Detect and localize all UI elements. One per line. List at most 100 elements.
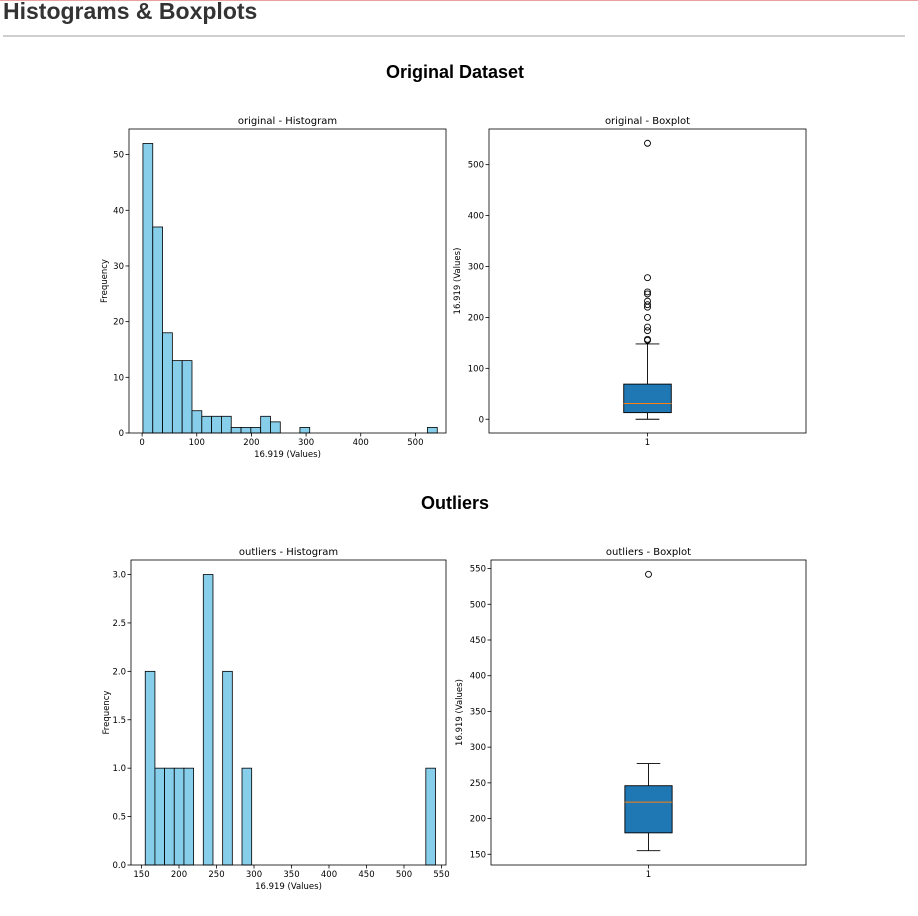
chart2-ytick-label: 0	[479, 415, 484, 425]
chart3-xtick-label: 150	[133, 870, 149, 880]
chart3-bar	[183, 767, 195, 866]
chart4-ytick-label: 300	[470, 743, 486, 753]
chart1-bar	[240, 427, 252, 434]
chart1-ytick-label: 20	[113, 318, 124, 328]
chart1-ytick-label: 50	[113, 151, 124, 161]
chart3-ytick-label: 0.0	[112, 861, 126, 871]
chart2-ylabel: 16.919 (Values)	[453, 248, 463, 315]
page-title: Histograms & Boxplots	[3, 0, 258, 24]
chart1-xtick-label: 100	[189, 438, 205, 448]
chart1-ytick-label: 40	[113, 206, 124, 216]
chart2-xtick-label: 1	[645, 438, 650, 448]
chart4-title: outliers - Boxplot	[606, 547, 691, 558]
chart3-xlabel: 16.919 (Values)	[255, 882, 322, 892]
chart1-bar	[152, 226, 163, 434]
chart4-ytick-label: 150	[470, 850, 486, 860]
chart1-bar	[211, 415, 222, 434]
chart3-title: outliers - Histogram	[239, 547, 338, 558]
chart4-ytick-label: 400	[470, 672, 486, 682]
chart3-bar	[425, 767, 436, 866]
chart1-title: original - Histogram	[238, 116, 337, 127]
chart1-xlabel: 16.919 (Values)	[254, 450, 321, 460]
chart1-bar	[221, 415, 232, 434]
chart2-title: original - Boxplot	[605, 116, 690, 127]
chart1-ytick-label: 30	[113, 262, 124, 272]
chart1-ytick-label: 0	[119, 429, 124, 439]
chart4-ytick-label: 350	[470, 707, 486, 717]
chart3-xtick-label: 350	[283, 870, 299, 880]
chart3-ytick-label: 1.0	[112, 764, 126, 774]
chart1-ylabel: Frequency	[100, 259, 110, 303]
chart3-ytick-label: 2.5	[112, 619, 126, 629]
chart1-bar	[142, 143, 154, 434]
chart3-xtick-label: 450	[358, 870, 374, 880]
chart3-xtick-label: 250	[208, 870, 224, 880]
chart4-ytick-label: 200	[470, 815, 486, 825]
chart3-xtick-label: 550	[433, 870, 449, 880]
chart2-ytick-label: 200	[468, 313, 484, 323]
chart4-ytick-label: 250	[470, 779, 486, 789]
chart1-xtick-label: 400	[353, 438, 369, 448]
chart2-outlier	[644, 313, 651, 321]
chart1-bar	[171, 360, 183, 434]
chart1-xtick-label: 300	[298, 438, 314, 448]
chart4-ytick-label: 500	[470, 600, 486, 610]
chart1-bar	[181, 360, 193, 434]
chart2-box	[623, 383, 672, 414]
top-accent-rule	[0, 0, 918, 1]
chart2-outlier	[644, 290, 651, 298]
chart4-ytick-label: 550	[470, 565, 486, 575]
chart4-ylabel: 16.919 (Values)	[455, 679, 465, 746]
chart3-xtick-label: 400	[321, 870, 337, 880]
chart2-ytick-label: 400	[468, 212, 484, 222]
chart3-bar	[222, 670, 233, 866]
chart1-xtick-label: 500	[407, 438, 423, 448]
chart4-xtick-label: 1	[646, 870, 651, 880]
chart4-ytick-label: 450	[470, 636, 486, 646]
chart1-bar	[162, 332, 173, 434]
chart1-bar	[201, 415, 213, 434]
chart3-xtick-label: 300	[246, 870, 262, 880]
chart3-ytick-label: 0.5	[112, 813, 126, 823]
chart3-ytick-label: 2.0	[112, 667, 126, 677]
chart2-outlier	[644, 323, 651, 331]
chart3-ytick-label: 1.5	[112, 716, 126, 726]
section-title-outliers: Outliers	[420, 493, 490, 513]
chart2-ytick-label: 300	[468, 262, 484, 272]
chart4-box	[624, 785, 673, 834]
chart2-outlier	[644, 274, 651, 282]
chart2-ytick-label: 500	[468, 161, 484, 171]
chart2-outlier	[644, 301, 651, 309]
chart2-outlier	[644, 288, 651, 296]
chart2-ytick-label: 100	[468, 364, 484, 374]
chart3-ytick-label: 3.0	[112, 571, 126, 581]
chart1-bar	[191, 410, 203, 434]
chart4-outlier	[645, 570, 652, 578]
chart2-outlier	[644, 327, 651, 335]
chart2-outlier	[644, 335, 651, 343]
chart3-bar	[241, 767, 253, 866]
chart1-bar	[427, 427, 438, 434]
chart3-frame	[130, 559, 447, 866]
chart3-bar	[154, 767, 166, 866]
chart1-xtick-label: 200	[243, 438, 259, 448]
chart3-bar	[144, 670, 156, 866]
chart1-frame	[128, 128, 447, 434]
chart3-bar	[202, 574, 214, 866]
title-divider	[3, 35, 905, 37]
chart3-bar	[173, 767, 185, 866]
chart2-outlier	[644, 297, 651, 305]
chart1-ytick-label: 10	[113, 373, 124, 383]
chart3-ylabel: Frequency	[102, 691, 112, 735]
chart1-xtick-label: 0	[139, 438, 144, 448]
chart3-xtick-label: 500	[396, 870, 412, 880]
section-title-original: Original Dataset	[385, 62, 525, 82]
chart1-bar	[270, 421, 281, 434]
chart1-bar	[230, 427, 242, 434]
chart1-bar	[260, 415, 271, 434]
chart3-bar	[164, 767, 175, 866]
chart1-bar	[299, 427, 311, 434]
chart2-outlier	[644, 139, 651, 147]
chart3-xtick-label: 200	[171, 870, 187, 880]
